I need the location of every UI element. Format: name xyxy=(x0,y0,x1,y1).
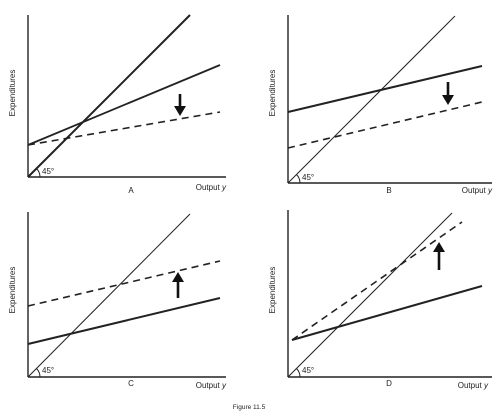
panel-d: Expenditures 45° D Output y xyxy=(268,210,492,390)
panel-label: B xyxy=(386,186,391,195)
figure-caption: Figure 11.5 xyxy=(233,404,266,411)
y-axis-label: Expenditures xyxy=(268,267,277,314)
angle-label: 45° xyxy=(302,173,314,182)
panel-a: Expenditures 45° A Output y xyxy=(8,14,227,195)
forty-five-degree-line xyxy=(287,212,453,378)
shifted-expenditure-line xyxy=(287,101,483,149)
angle-arc xyxy=(296,368,301,378)
arrow-up-icon xyxy=(433,242,445,270)
angle-arc xyxy=(36,168,41,178)
x-axis-label: Output y xyxy=(458,381,489,390)
aggregate-expenditure-line xyxy=(287,65,483,113)
aggregate-expenditure-line xyxy=(27,64,221,146)
y-axis-label: Expenditures xyxy=(8,70,17,117)
aggregate-expenditure-line xyxy=(291,285,483,341)
arrow-down-icon xyxy=(442,82,454,105)
panel-label: A xyxy=(128,186,134,195)
aggregate-expenditure-line xyxy=(27,297,221,345)
x-axis-label: Output y xyxy=(462,186,493,195)
x-axis-label: Output y xyxy=(196,183,227,192)
forty-five-degree-line xyxy=(287,15,456,184)
arrow-down-icon xyxy=(174,94,186,116)
shifted-expenditure-line xyxy=(27,111,221,146)
x-axis-label: Output y xyxy=(196,381,227,390)
y-axis-label: Expenditures xyxy=(268,70,277,117)
angle-label: 45° xyxy=(302,366,314,375)
angle-label: 45° xyxy=(42,167,54,176)
panel-label: D xyxy=(386,379,392,388)
angle-arc xyxy=(36,368,41,378)
panel-label: C xyxy=(128,379,134,388)
forty-five-degree-line xyxy=(27,14,191,178)
panel-b: Expenditures 45° B Output y xyxy=(268,15,493,195)
angle-label: 45° xyxy=(42,366,54,375)
panel-c: Expenditures 45° C Output y xyxy=(8,212,227,390)
shifted-expenditure-line xyxy=(27,260,221,307)
shifted-expenditure-line xyxy=(291,221,463,341)
arrow-up-icon xyxy=(172,272,184,298)
y-axis-label: Expenditures xyxy=(8,267,17,314)
forty-five-degree-line xyxy=(27,213,191,378)
angle-arc xyxy=(296,174,301,184)
